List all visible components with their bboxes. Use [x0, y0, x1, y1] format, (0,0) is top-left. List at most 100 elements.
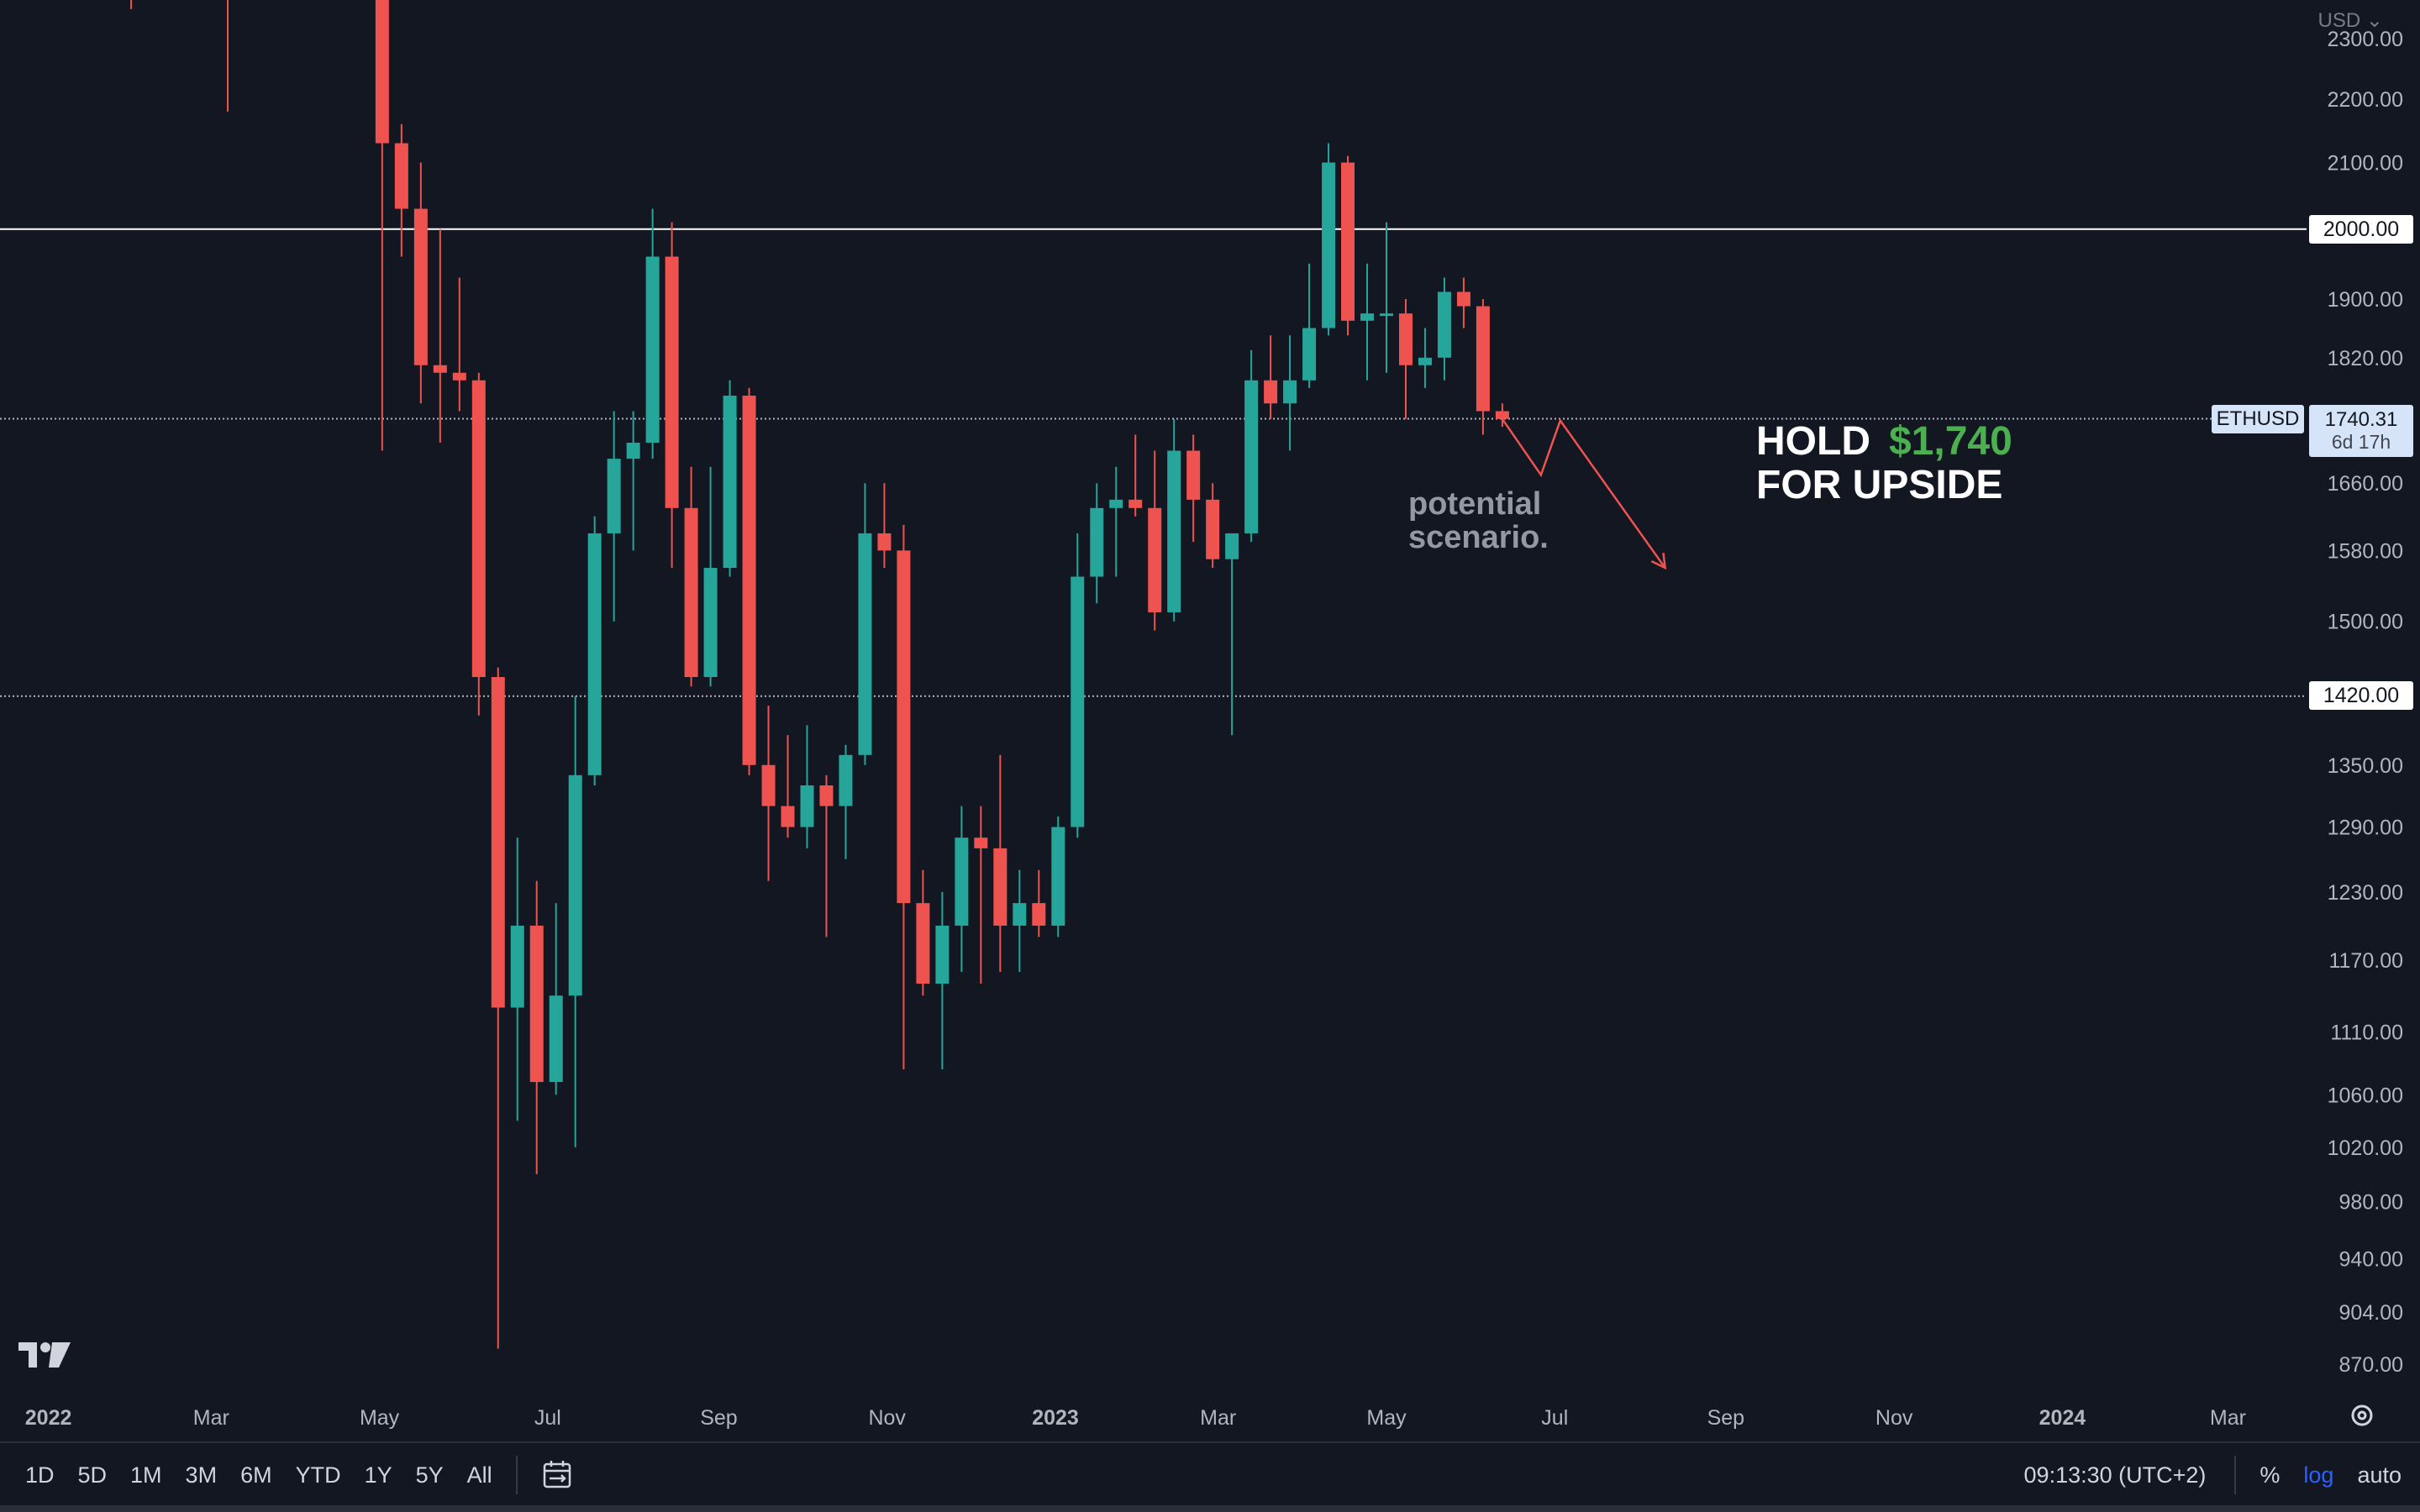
candle[interactable]	[877, 483, 892, 569]
candle[interactable]	[221, 0, 234, 112]
candle-body	[394, 143, 408, 209]
candle[interactable]	[839, 744, 853, 859]
candle-body	[723, 396, 737, 569]
candle[interactable]	[1418, 328, 1432, 388]
candle[interactable]	[1456, 277, 1470, 328]
candle[interactable]	[587, 516, 602, 785]
candle[interactable]	[1341, 155, 1355, 336]
candle[interactable]	[800, 725, 814, 848]
candlestick-chart[interactable]: 2300.00 2200.00 2100.00 1900.00 1820.00 1660.…	[0, 0, 2420, 1441]
candle[interactable]	[1302, 263, 1317, 388]
candle[interactable]	[394, 123, 408, 257]
log-scale-button[interactable]: log	[2303, 1462, 2334, 1488]
range-ytd-button[interactable]: YTD	[295, 1462, 341, 1488]
candle[interactable]	[433, 228, 447, 444]
candle[interactable]	[1322, 143, 1336, 336]
candle[interactable]	[916, 869, 930, 996]
candle[interactable]	[1032, 869, 1046, 937]
candle[interactable]	[858, 483, 872, 765]
settings-gear-icon[interactable]	[2348, 1401, 2376, 1430]
candle[interactable]	[1244, 349, 1259, 543]
candle[interactable]	[1495, 403, 1509, 428]
candle[interactable]	[1186, 434, 1201, 543]
candle-body	[491, 676, 505, 1008]
scenario-line[interactable]	[1501, 417, 1666, 569]
candle[interactable]	[1109, 466, 1123, 577]
candle[interactable]	[684, 466, 698, 687]
range-1y-button[interactable]: 1Y	[364, 1462, 392, 1488]
candle[interactable]	[1398, 298, 1413, 419]
candle-body	[1437, 291, 1451, 358]
toolbar-divider	[515, 1456, 518, 1494]
candle[interactable]	[1128, 434, 1143, 517]
candle[interactable]	[607, 411, 621, 622]
x-tick-label: Mar	[2210, 1406, 2246, 1430]
hold-annotation: HOLD $1,740 FOR UPSIDE	[1756, 420, 2012, 507]
candle[interactable]	[1167, 418, 1181, 622]
candle[interactable]	[124, 0, 138, 9]
candle-body	[568, 774, 582, 996]
candle[interactable]	[1148, 450, 1162, 631]
candle[interactable]	[626, 411, 640, 551]
range-5d-button[interactable]: 5D	[77, 1462, 108, 1488]
candle-body	[819, 785, 834, 806]
x-tick-label: Mar	[1200, 1406, 1236, 1430]
range-6m-button[interactable]: 6M	[240, 1462, 272, 1488]
range-1d-button[interactable]: 1D	[25, 1462, 55, 1488]
candle[interactable]	[665, 222, 679, 569]
candle[interactable]	[471, 372, 486, 716]
candle[interactable]	[645, 208, 660, 459]
currency-selector[interactable]: USD ⌄	[2318, 8, 2383, 33]
candle[interactable]	[1225, 533, 1239, 736]
candle[interactable]	[761, 706, 776, 881]
y-tick-label: 2100.00	[2328, 152, 2403, 176]
candle-body	[1148, 507, 1162, 612]
candle[interactable]	[897, 524, 911, 1069]
candle[interactable]	[549, 903, 563, 1095]
candle[interactable]	[1437, 277, 1451, 381]
candle[interactable]	[955, 806, 969, 972]
candle[interactable]	[703, 466, 718, 687]
candle[interactable]	[1380, 222, 1393, 373]
candle[interactable]	[781, 735, 795, 838]
candle[interactable]	[510, 837, 524, 1121]
candle-body	[549, 995, 563, 1083]
candle[interactable]	[993, 754, 1007, 972]
range-3m-button[interactable]: 3M	[185, 1462, 218, 1488]
candle[interactable]	[742, 387, 756, 775]
x-tick-label: Nov	[1876, 1406, 1913, 1430]
x-tick-label: May	[1366, 1406, 1407, 1430]
candle[interactable]	[1071, 533, 1085, 838]
candle[interactable]	[375, 0, 389, 451]
potential-line1: potential	[1408, 486, 1542, 522]
candle[interactable]	[1206, 483, 1220, 569]
candle[interactable]	[1090, 483, 1104, 604]
candle[interactable]	[413, 162, 428, 404]
candle[interactable]	[723, 380, 737, 577]
percent-scale-button[interactable]: %	[2260, 1462, 2281, 1488]
candle-body	[1456, 291, 1470, 307]
candle[interactable]	[529, 880, 544, 1174]
candle[interactable]	[1476, 298, 1490, 435]
candle[interactable]	[568, 696, 582, 1147]
candle-body	[1051, 827, 1065, 926]
calendar-range-icon	[543, 1461, 571, 1488]
candle[interactable]	[974, 806, 988, 984]
candle[interactable]	[1013, 869, 1027, 972]
candle[interactable]	[1264, 335, 1278, 419]
date-range-button[interactable]	[529, 1450, 587, 1500]
clock-timezone[interactable]: 09:13:30 (UTC+2)	[2023, 1462, 2207, 1488]
range-1m-button[interactable]: 1M	[130, 1462, 162, 1488]
tradingview-logo-icon[interactable]	[18, 1341, 71, 1369]
candle[interactable]	[819, 774, 834, 937]
range-all-button[interactable]: All	[466, 1462, 492, 1488]
candle[interactable]	[935, 891, 950, 1069]
candle[interactable]	[452, 277, 466, 412]
candle[interactable]	[491, 667, 505, 1349]
range-5y-button[interactable]: 5Y	[415, 1462, 444, 1488]
candle[interactable]	[1283, 335, 1297, 451]
candle[interactable]	[1360, 263, 1375, 381]
candle[interactable]	[1051, 816, 1065, 937]
auto-scale-button[interactable]: auto	[2357, 1462, 2402, 1488]
